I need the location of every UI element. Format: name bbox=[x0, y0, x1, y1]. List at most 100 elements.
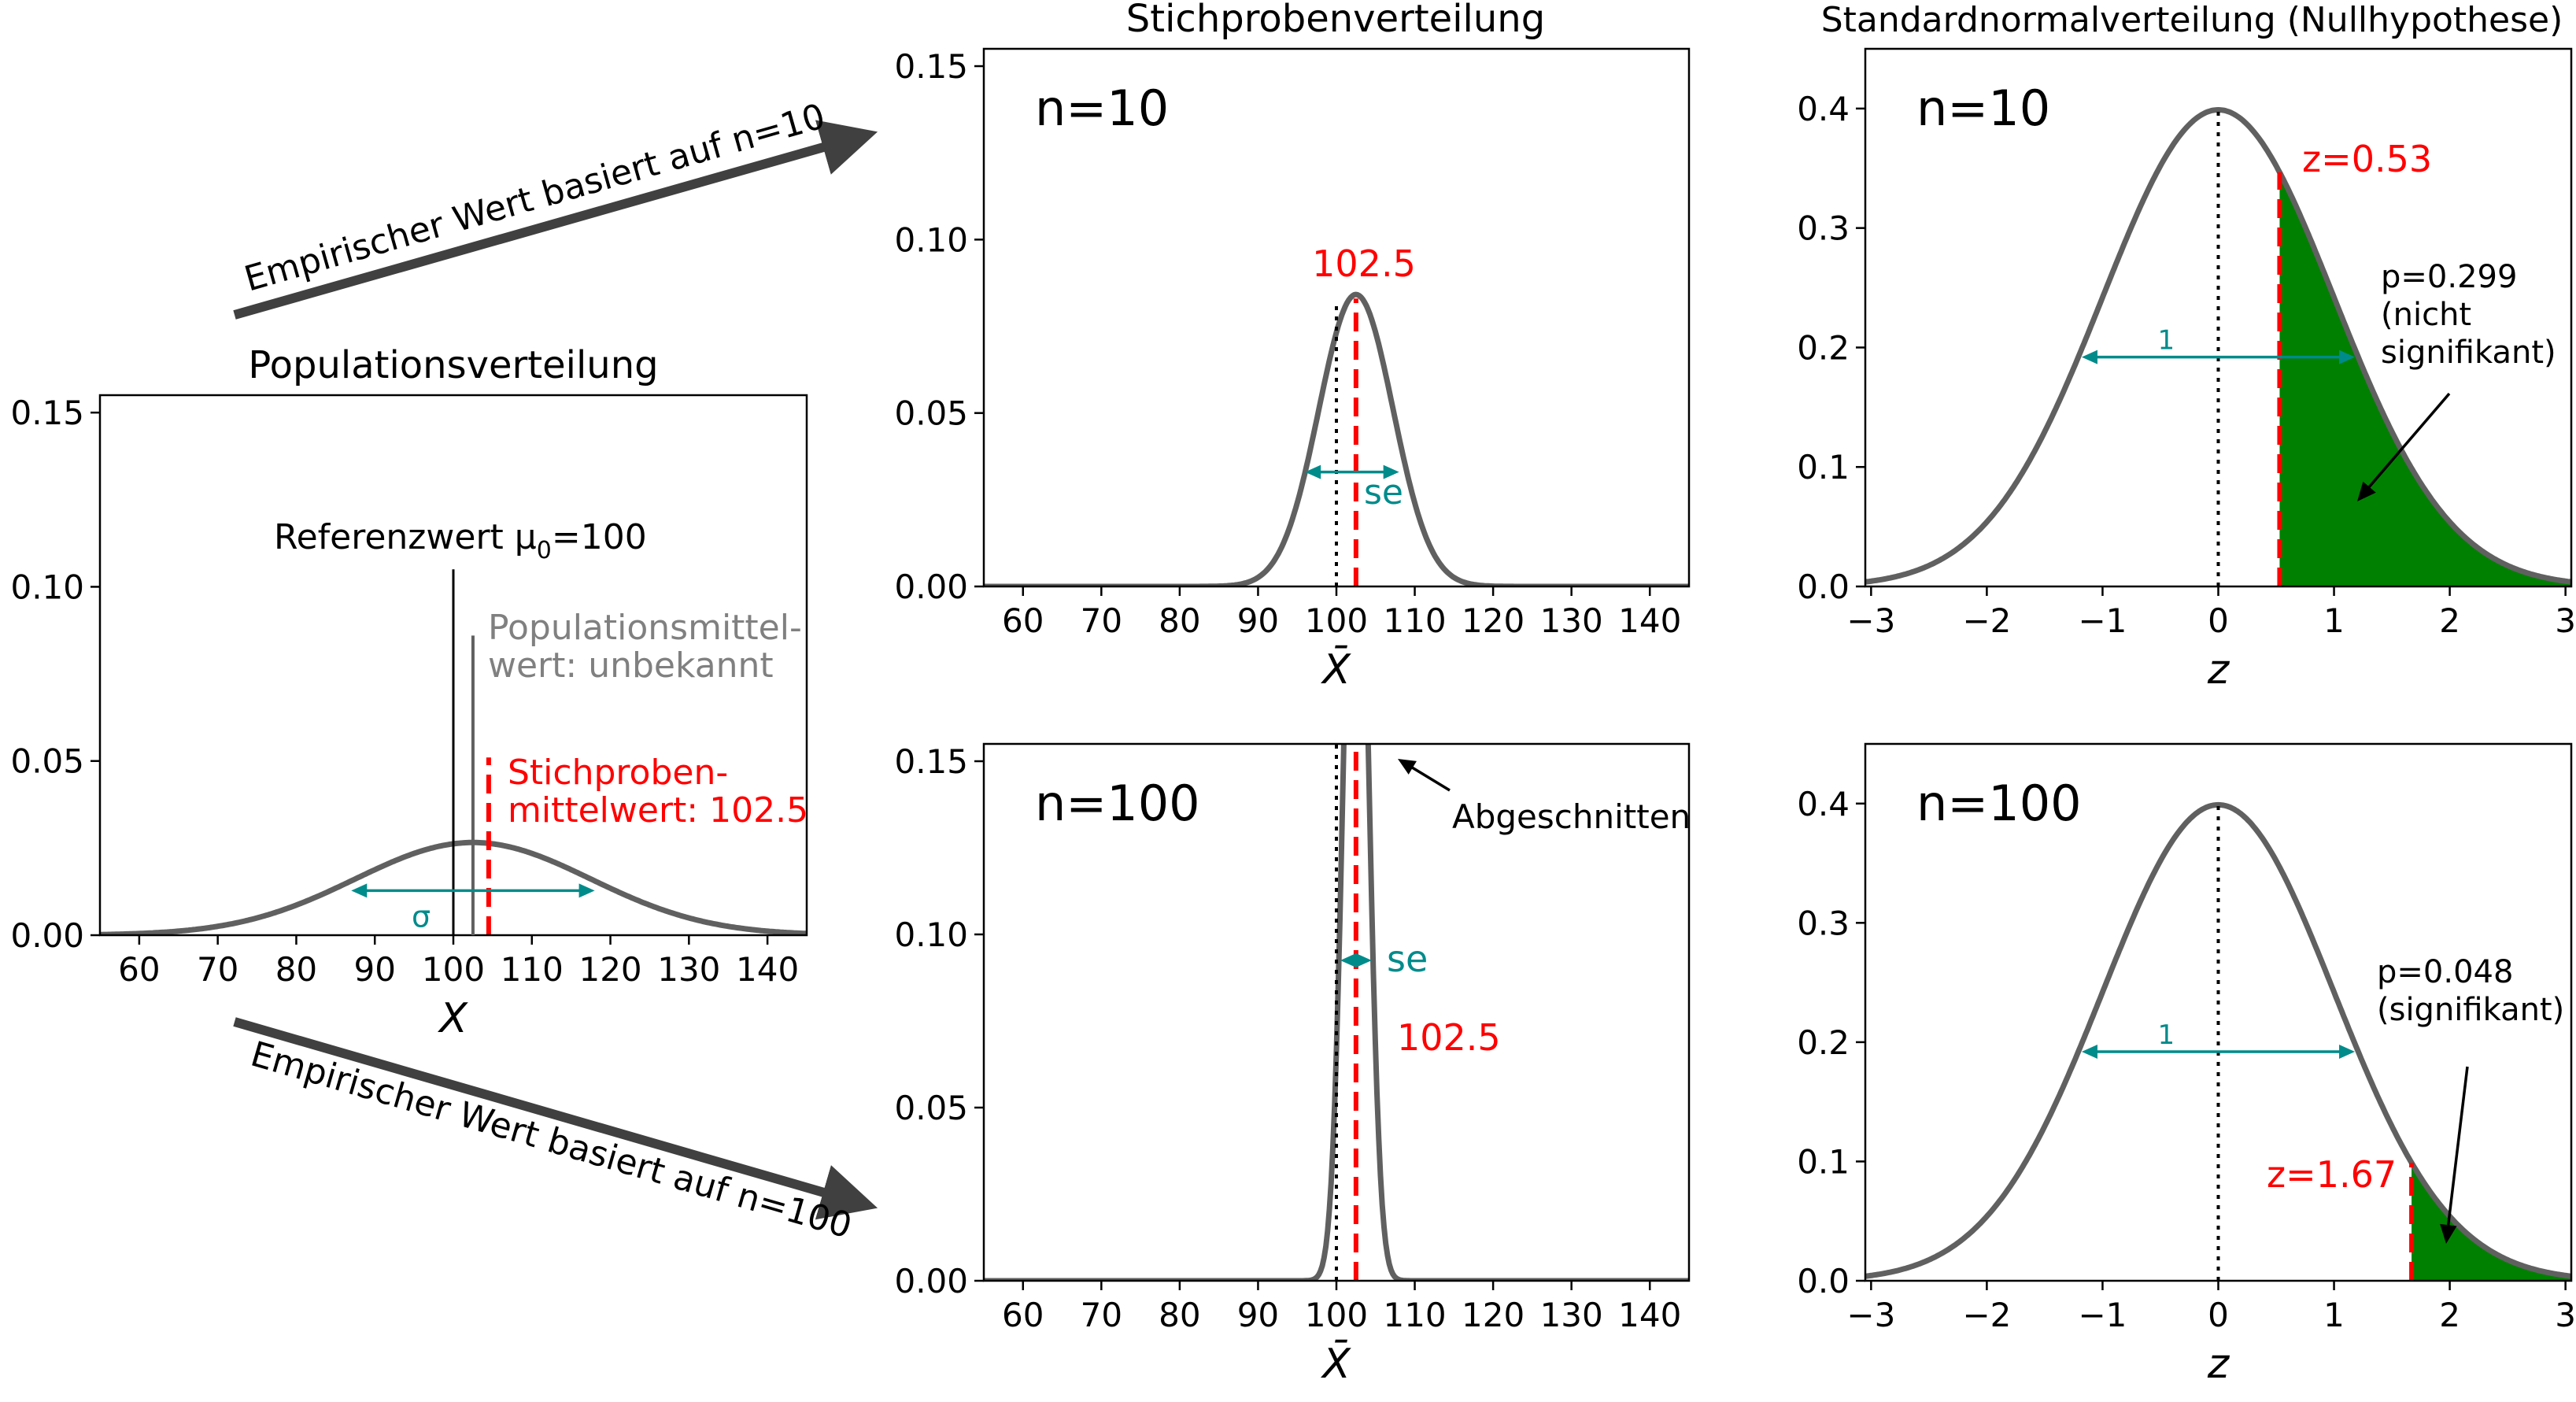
x-axis-label: X̄ bbox=[1320, 1340, 1351, 1388]
x-tick-label: 80 bbox=[1159, 1296, 1200, 1334]
y-tick-label: 0.10 bbox=[10, 568, 84, 606]
sample-mean-value: 102.5 bbox=[1312, 242, 1416, 285]
x-tick-label: 130 bbox=[657, 950, 720, 989]
se-arrow-head-left bbox=[1305, 464, 1321, 479]
x-tick-label: 2 bbox=[2439, 601, 2460, 640]
p-value-label-0: p=0.299 bbox=[2381, 259, 2517, 295]
x-tick-label: 3 bbox=[2555, 1296, 2576, 1334]
panel-label: n=100 bbox=[1916, 775, 2082, 832]
panel-label: n=10 bbox=[1035, 80, 1169, 137]
x-tick-label: 60 bbox=[118, 950, 160, 989]
sampling-n10-panel: 60 70 80 90 100 110 120 130 140 0.00 0.05 0.10 0.15 X… bbox=[894, 47, 1691, 694]
y-tick-label: 0.10 bbox=[894, 916, 968, 954]
y-tick-label: 0.05 bbox=[894, 394, 968, 433]
x-tick-label: 90 bbox=[1237, 601, 1279, 640]
one-sd-label: 1 bbox=[2158, 1019, 2175, 1051]
p-arrow-head bbox=[2357, 481, 2376, 501]
title-sampling: Stichprobenverteilung bbox=[1126, 0, 1545, 41]
x-tick-label: 120 bbox=[578, 950, 641, 989]
density-curve bbox=[984, 744, 1689, 1281]
reference-label-prefix: Referenzwert μ bbox=[274, 517, 537, 557]
density-curve bbox=[1865, 107, 2571, 585]
plot-area bbox=[1865, 107, 2571, 586]
x-tick-label: 120 bbox=[1462, 601, 1525, 640]
p-value-area bbox=[2412, 1163, 2571, 1281]
x-tick-label: 110 bbox=[1383, 1296, 1446, 1334]
x-tick-label: 80 bbox=[1159, 601, 1200, 640]
x-tick-label: 70 bbox=[1081, 601, 1122, 640]
x-tick-label: 100 bbox=[1305, 1296, 1368, 1334]
panel-label: n=100 bbox=[1035, 775, 1200, 832]
reference-label-suffix: =100 bbox=[552, 517, 647, 557]
x-tick-label: −1 bbox=[2078, 1296, 2127, 1334]
x-tick-label: 90 bbox=[1237, 1296, 1279, 1334]
y-tick-label: 0.15 bbox=[10, 394, 84, 432]
y-tick-label: 0.2 bbox=[1797, 1023, 1850, 1062]
y-tick-label: 0.3 bbox=[1797, 904, 1850, 942]
x-tick-label: 1 bbox=[2323, 601, 2345, 640]
sigma-arrow-head-left bbox=[351, 883, 368, 898]
se-arrow-head-right bbox=[1355, 953, 1372, 967]
population-panel: 60 70 80 90 100 110 120 130 140 0.00 0.05 0.10 0.15 X… bbox=[10, 343, 808, 1042]
x-tick-label: 100 bbox=[422, 950, 485, 989]
x-tick-label: 0 bbox=[2208, 601, 2229, 640]
p-value-label-2: signifikant) bbox=[2381, 335, 2556, 371]
x-tick-label: 80 bbox=[275, 950, 317, 989]
reference-label: Referenzwert μ0=100 bbox=[274, 517, 647, 564]
sample-mean-value: 102.5 bbox=[1397, 1016, 1501, 1059]
y-tick-label: 0.3 bbox=[1797, 209, 1850, 248]
sample-mean-label-2: mittelwert: 102.5 bbox=[508, 790, 808, 830]
x-tick-label: 60 bbox=[1002, 601, 1044, 640]
x-tick-label: −1 bbox=[2078, 601, 2127, 640]
x-tick-label: 60 bbox=[1002, 1296, 1044, 1334]
x-tick-label: 140 bbox=[736, 950, 799, 989]
title-standard: Standardnormalverteilung (Nullhypothese) bbox=[1821, 0, 2563, 40]
cutoff-label: Abgeschnitten bbox=[1452, 797, 1691, 836]
z-label: z=1.67 bbox=[2267, 1153, 2397, 1196]
y-tick-label: 0.0 bbox=[1797, 568, 1850, 606]
y-tick-label: 0.15 bbox=[894, 47, 968, 86]
se-label: se bbox=[1387, 938, 1428, 980]
y-tick-label: 0.2 bbox=[1797, 328, 1850, 367]
x-tick-label: −2 bbox=[1962, 601, 2011, 640]
p-arrow-line bbox=[2362, 392, 2451, 495]
x-tick-label: 3 bbox=[2555, 601, 2576, 640]
density-curve bbox=[984, 291, 1689, 586]
x-tick-label: 70 bbox=[1081, 1296, 1122, 1334]
y-tick-label: 0.00 bbox=[894, 1262, 968, 1300]
population-mean-label-2: wert: unbekannt bbox=[488, 646, 774, 686]
y-tick-label: 0.00 bbox=[10, 916, 84, 955]
x-tick-label: 140 bbox=[1618, 1296, 1681, 1334]
se-arrow-head-left bbox=[1340, 953, 1356, 967]
y-tick-label: 0.1 bbox=[1797, 1142, 1850, 1181]
y-tick-label: 0.15 bbox=[894, 742, 968, 781]
y-tick-label: 0.0 bbox=[1797, 1262, 1850, 1300]
x-axis-label: X bbox=[437, 995, 468, 1042]
y-tick-label: 0.05 bbox=[10, 742, 84, 781]
z-label: z=0.53 bbox=[2302, 138, 2432, 180]
x-tick-label: 120 bbox=[1462, 1296, 1525, 1334]
one-sd-arrow-head-right bbox=[2339, 350, 2356, 364]
x-tick-label: 110 bbox=[501, 950, 564, 989]
x-axis-label: z bbox=[2207, 646, 2230, 694]
one-sd-arrow-head-left bbox=[2081, 1045, 2097, 1060]
x-tick-label: −2 bbox=[1962, 1296, 2011, 1334]
x-tick-label: 140 bbox=[1618, 601, 1681, 640]
one-sd-arrow-head-right bbox=[2339, 1045, 2356, 1060]
p-value-area bbox=[2279, 172, 2571, 586]
standard-n100-panel: −3 −2 −1 0 1 2 3 0.0 0.1 0.2 0.3 0.4 z n=100 1 z=1.67 p=… bbox=[1797, 742, 2576, 1388]
x-tick-label: 1 bbox=[2323, 1296, 2345, 1334]
arrow-bottom-label: Empirischer Wert basiert auf n=100 bbox=[246, 1034, 856, 1247]
p-arrow-line bbox=[2446, 1066, 2469, 1230]
x-tick-label: 130 bbox=[1540, 601, 1603, 640]
x-tick-label: 110 bbox=[1383, 601, 1446, 640]
y-tick-label: 0.4 bbox=[1797, 785, 1850, 823]
x-tick-label: 90 bbox=[353, 950, 395, 989]
x-axis-label: X̄ bbox=[1320, 646, 1351, 694]
one-sd-label: 1 bbox=[2158, 325, 2175, 357]
y-tick-label: 0.00 bbox=[894, 568, 968, 606]
y-tick-label: 0.05 bbox=[894, 1089, 968, 1127]
standard-n10-panel: −3 −2 −1 0 1 2 3 0.0 0.1 0.2 0.3 0.4 z n=10 1 z=0.53 p=0… bbox=[1797, 47, 2576, 694]
panel-label: n=10 bbox=[1916, 80, 2050, 137]
